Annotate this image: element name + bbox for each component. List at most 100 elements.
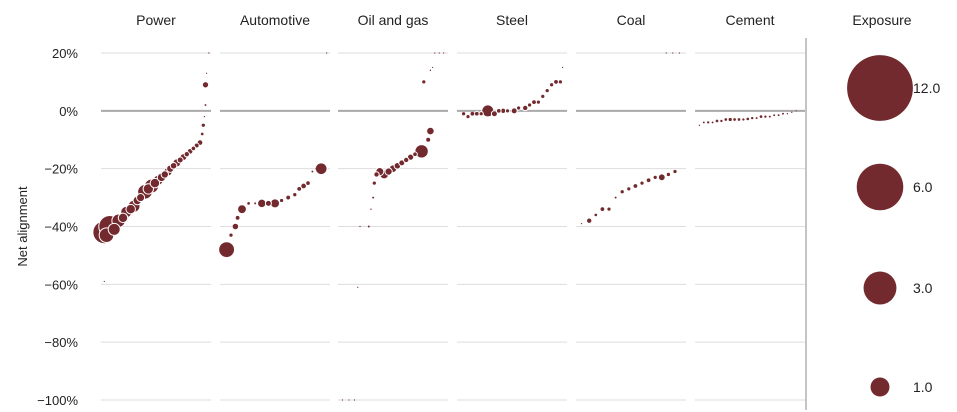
legend-label: 1.0 bbox=[913, 379, 933, 395]
bubble-oil-and-gas bbox=[398, 159, 406, 167]
bubble-steel bbox=[526, 102, 533, 108]
bubble-coal bbox=[665, 52, 667, 54]
bubble-cement bbox=[746, 117, 750, 121]
bubble-coal bbox=[586, 217, 593, 224]
bubble-cement bbox=[733, 118, 736, 121]
y-tick-label: −40% bbox=[44, 220, 78, 235]
bubble-oil-and-gas bbox=[384, 167, 393, 176]
y-tick-label: −100% bbox=[37, 393, 78, 408]
legend-bubble bbox=[856, 163, 904, 211]
bubble-steel bbox=[535, 99, 542, 105]
bubble-power bbox=[149, 177, 161, 189]
bubble-coal bbox=[657, 173, 666, 182]
bubble-cement bbox=[759, 115, 763, 118]
bubble-steel bbox=[478, 111, 484, 117]
panel-title-power: Power bbox=[136, 12, 176, 28]
bubble-cement bbox=[764, 115, 767, 118]
bubble-coal bbox=[678, 52, 681, 54]
bubble-steel bbox=[522, 104, 529, 112]
bubble-automotive bbox=[278, 197, 285, 204]
bubble-power bbox=[208, 52, 210, 54]
y-axis-title: Net alignment bbox=[15, 186, 30, 267]
bubble-steel bbox=[473, 110, 480, 117]
bubble-power bbox=[190, 145, 197, 152]
legend: Exposure 12.0 6.0 3.0 1.0 bbox=[847, 12, 940, 397]
panel-title-automotive: Automotive bbox=[240, 12, 310, 28]
y-tick-label: −80% bbox=[44, 335, 78, 350]
labels-layer: Net alignment 20% 0% −20% −40% −60% −80% −100% P… bbox=[15, 12, 775, 408]
bubble-steel bbox=[532, 100, 536, 105]
bubble-steel bbox=[554, 80, 558, 84]
bubble-oil-and-gas bbox=[403, 156, 410, 164]
bubble-power bbox=[203, 115, 206, 118]
legend-bubble bbox=[863, 271, 897, 305]
bubble-coal bbox=[626, 186, 632, 192]
bubble-coal bbox=[646, 178, 651, 183]
bubble-steel bbox=[510, 107, 518, 115]
bubble-power bbox=[206, 72, 208, 74]
bubble-power bbox=[204, 104, 207, 106]
legend-bubble bbox=[870, 377, 890, 397]
bubble-cement bbox=[782, 112, 784, 115]
bubble-oil-and-gas bbox=[359, 225, 361, 228]
bubble-power bbox=[200, 132, 204, 136]
bubble-coal bbox=[633, 184, 638, 188]
bubble-automotive bbox=[314, 162, 328, 176]
bubbles-layer bbox=[92, 52, 797, 401]
legend-bubble bbox=[847, 55, 913, 121]
bubble-power bbox=[117, 212, 129, 224]
bubble-oil-and-gas bbox=[341, 399, 343, 401]
bubble-coal bbox=[614, 196, 617, 199]
grid-layer bbox=[101, 38, 807, 410]
bubble-power bbox=[201, 81, 210, 89]
bubble-steel bbox=[504, 108, 511, 114]
bubble-power bbox=[201, 123, 205, 127]
bubble-power bbox=[183, 151, 190, 158]
bubble-automotive bbox=[237, 204, 247, 215]
bubble-steel bbox=[562, 66, 564, 69]
y-tick-label: 20% bbox=[52, 46, 78, 61]
legend-label: 3.0 bbox=[913, 280, 933, 296]
bubble-automotive bbox=[300, 182, 307, 190]
bubble-automotive bbox=[235, 215, 240, 220]
bubble-automotive bbox=[231, 222, 240, 231]
bubble-cement bbox=[724, 118, 728, 121]
bubble-power bbox=[136, 193, 146, 203]
bubble-oil-and-gas bbox=[372, 181, 376, 185]
bubble-power bbox=[125, 203, 136, 215]
bubble-cement bbox=[777, 114, 780, 117]
bubble-oil-and-gas bbox=[443, 52, 445, 54]
bubble-oil-and-gas bbox=[432, 66, 434, 69]
bubble-automotive bbox=[305, 180, 311, 186]
bubble-coal bbox=[672, 52, 674, 54]
bubble-steel bbox=[515, 105, 522, 111]
bubble-steel bbox=[549, 83, 554, 87]
bubble-cement bbox=[751, 116, 754, 120]
bubble-steel bbox=[495, 108, 502, 114]
panel-title-steel: Steel bbox=[496, 12, 528, 28]
bubble-automotive bbox=[264, 199, 272, 207]
legend-title: Exposure bbox=[852, 12, 911, 28]
bubble-oil-and-gas bbox=[348, 399, 350, 401]
bubble-automotive bbox=[247, 202, 250, 205]
bubble-steel bbox=[545, 88, 549, 93]
bubble-cement bbox=[720, 119, 723, 123]
bubble-automotive bbox=[315, 167, 319, 171]
bubble-coal bbox=[673, 169, 677, 174]
bubble-oil-and-gas bbox=[438, 52, 440, 54]
bubble-oil-and-gas bbox=[353, 399, 356, 401]
bubble-oil-and-gas bbox=[414, 144, 429, 159]
bubble-cement bbox=[773, 114, 776, 117]
bubble-automotive bbox=[311, 170, 314, 173]
panel-title-coal: Coal bbox=[617, 12, 646, 28]
bubble-coal bbox=[594, 213, 598, 217]
bubble-coal bbox=[580, 223, 583, 225]
bubble-oil-and-gas bbox=[373, 171, 380, 178]
bubble-coal bbox=[639, 180, 645, 186]
bubble-cement bbox=[737, 118, 741, 121]
bubble-cement bbox=[728, 117, 732, 122]
y-tick-label: −20% bbox=[44, 162, 78, 177]
legend-label: 12.0 bbox=[913, 80, 940, 96]
